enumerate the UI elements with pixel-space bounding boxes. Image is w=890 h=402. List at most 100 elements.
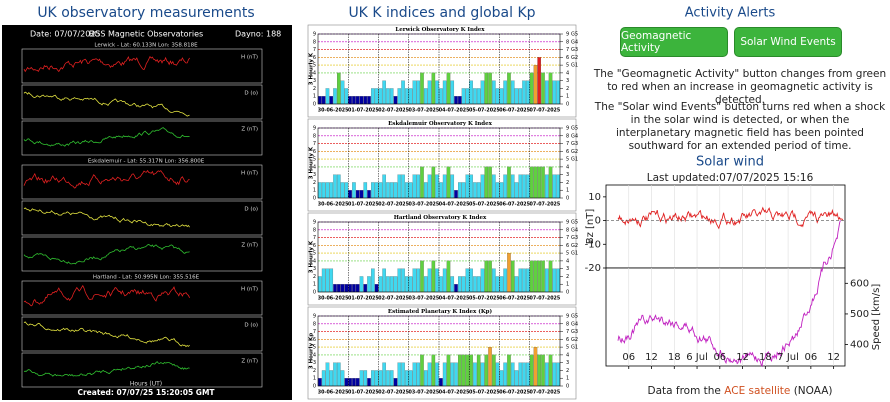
k-bar [461, 276, 466, 293]
y-tick-label: 2 [313, 368, 316, 374]
k-bar [352, 182, 356, 199]
k-bar [408, 182, 413, 199]
k-bar [374, 370, 379, 387]
y-tick-label: 3 [313, 78, 316, 84]
k-bar [473, 88, 477, 105]
k-bar [363, 370, 368, 387]
k-bar [329, 182, 334, 199]
k-bar [405, 182, 409, 199]
trace-box [21, 120, 263, 156]
y-tick-label: 5 [566, 251, 569, 257]
k-bar [446, 72, 451, 105]
date-label: 02-07-2025 [378, 108, 409, 114]
k-bar [541, 260, 545, 293]
k-ylabel: 3 Hourly K [309, 240, 315, 273]
date-label: 02-07-2025 [378, 390, 409, 396]
y-tick-label: 6 [313, 55, 316, 61]
trace [23, 284, 190, 307]
k-bar [522, 174, 526, 199]
k-bar [514, 88, 519, 105]
y-label: Bz [nT] [585, 209, 596, 245]
k-bar [431, 72, 436, 105]
k-bar [533, 347, 538, 387]
k-bar [507, 166, 511, 199]
y-tick-label: 6 [566, 149, 569, 155]
k-bar [416, 268, 420, 293]
x-tick-label: 18 [668, 352, 681, 363]
y-tick-label: 400 [850, 340, 869, 351]
y-tick-label: 1 [313, 376, 316, 382]
k-bar [492, 80, 496, 105]
k-bar [510, 80, 515, 105]
k-bar [541, 72, 545, 105]
storm-label: G1 [571, 157, 578, 163]
date-label: 04-07-2025 [439, 108, 470, 114]
k-bar [416, 174, 420, 199]
k-bar [382, 174, 386, 199]
k-bar [548, 354, 553, 387]
k-bar [548, 260, 553, 293]
k-bar [526, 268, 530, 293]
k-bar [329, 370, 334, 387]
trace-box [21, 164, 263, 200]
k-bar [526, 362, 530, 387]
k-bar [340, 182, 345, 199]
y-tick-label: 8 [313, 227, 316, 233]
k-bar [397, 174, 402, 199]
k-bar [416, 362, 420, 387]
k-bar [473, 182, 477, 199]
y-tick-label: 5 [313, 251, 316, 257]
k-bar [495, 362, 500, 387]
k-bar [367, 276, 371, 293]
storm-label: G5 [571, 126, 578, 132]
storm-label: G3 [571, 47, 578, 53]
k-bar [461, 354, 466, 387]
k-bar [529, 260, 534, 293]
geomagnetic-button[interactable]: Geomagnetic Activity [620, 27, 728, 57]
date: Date: 07/07/2025 [30, 30, 100, 39]
y-tick-label: 7 [566, 235, 569, 241]
k-bar [510, 362, 515, 387]
k-bar [544, 174, 549, 199]
y-tick-label: 3 [313, 360, 316, 366]
k-bar [355, 378, 360, 387]
k-bar [442, 80, 447, 105]
date-label: 01-07-2025 [348, 108, 379, 114]
y-tick-label: 2 [313, 86, 316, 92]
k-bar [420, 72, 424, 105]
trace [23, 127, 190, 147]
ace-link[interactable]: ACE satellite [724, 385, 791, 397]
footer: Data from the ACE satellite (NOAA) [592, 385, 888, 397]
k-bar [401, 80, 405, 105]
solar-wind-button[interactable]: Solar Wind Events [734, 27, 842, 57]
k-bar [518, 268, 523, 293]
k-bar [423, 276, 428, 293]
k-bar [533, 260, 538, 293]
trace-box [21, 200, 263, 236]
y-tick-label: 6 [313, 337, 316, 343]
k-bar [526, 174, 530, 199]
k-bar [378, 88, 383, 105]
date-label: 06-07-2025 [499, 296, 530, 302]
k-bar [318, 182, 322, 199]
k-bar [488, 72, 492, 105]
k-bar [450, 174, 455, 199]
k-bar [374, 182, 379, 199]
footer-text: Data from the [647, 385, 725, 397]
y-tick-label: 5 [313, 63, 316, 69]
y-tick-label: 1 [313, 188, 316, 194]
y-tick-label: 6 [313, 149, 316, 155]
y-tick-label: 3 [566, 78, 569, 84]
k-bar [537, 260, 541, 293]
k-bar [461, 182, 466, 199]
storm-label: G3 [571, 141, 578, 147]
k-bar [541, 166, 545, 199]
y-tick-label: 6 [566, 55, 569, 61]
k-ylabel: 3 Hourly Kp [309, 333, 315, 369]
k-bar [318, 378, 322, 387]
k-bar [389, 88, 394, 105]
date-label: 07-07-2025 [530, 390, 561, 396]
y-tick-label: 7 [313, 329, 316, 335]
k-bar [480, 80, 485, 105]
